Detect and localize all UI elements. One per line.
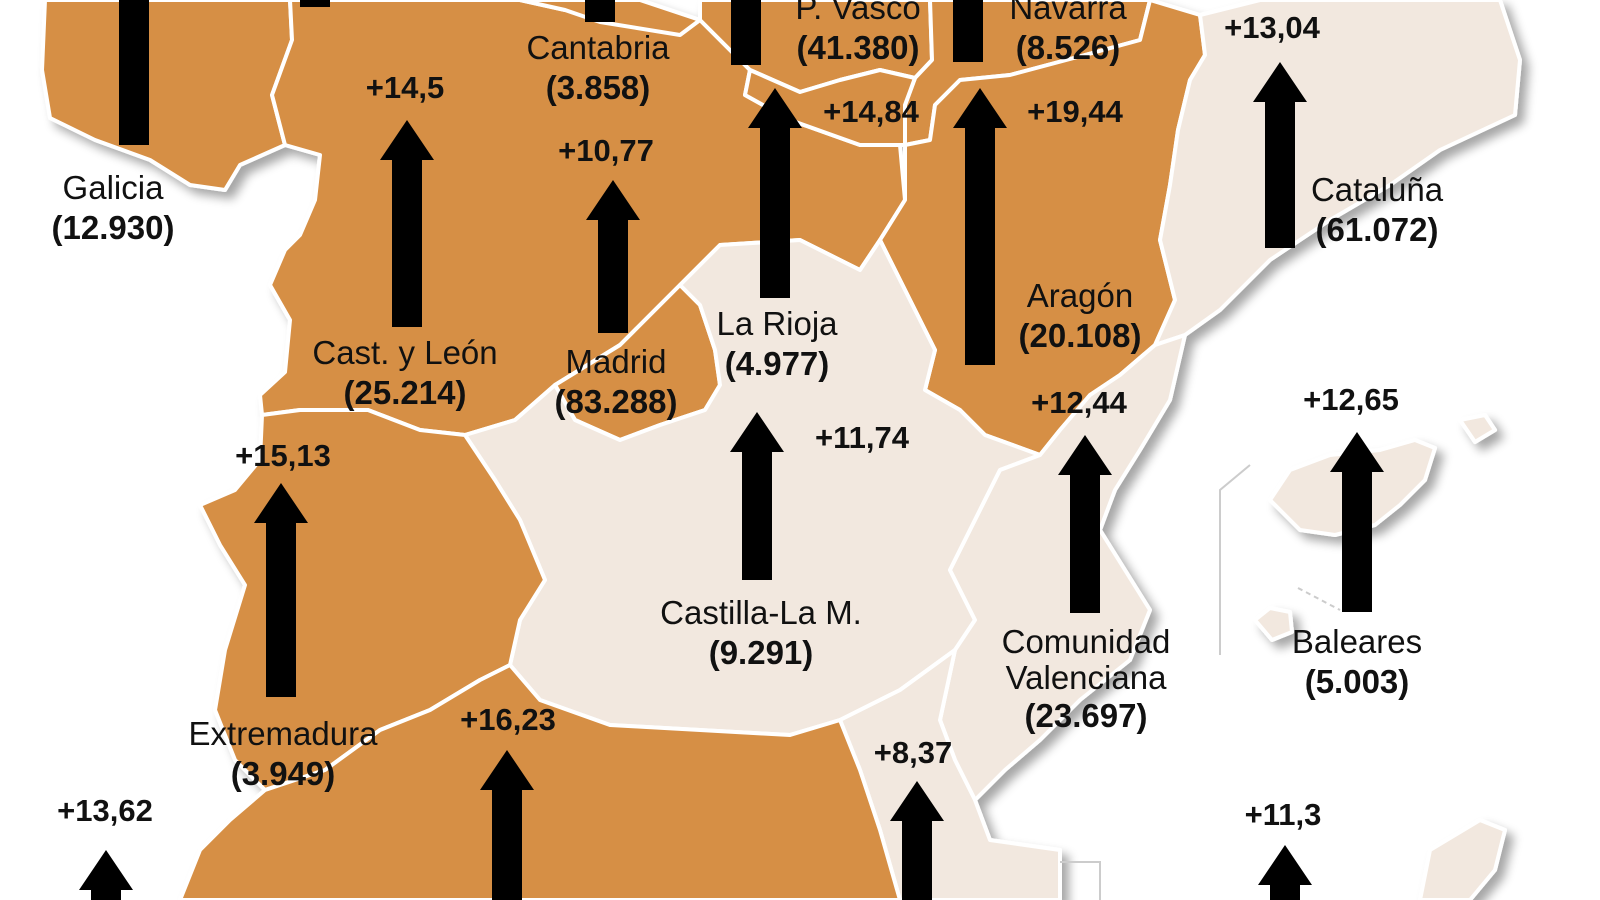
- region-value: (20.108): [1018, 317, 1142, 354]
- region-name: Galicia: [62, 169, 164, 206]
- change-extremadura: +15,13: [235, 438, 331, 473]
- region-value: (23.697): [1024, 697, 1148, 734]
- region-name: Comunidad Valenciana: [1001, 623, 1171, 696]
- arrow-madrid: [586, 180, 640, 333]
- label-pvasco: P. Vasco (41.380): [795, 0, 920, 68]
- change-madrid: +10,77: [558, 133, 654, 168]
- inset-frame: [1060, 464, 1341, 900]
- arrow-pvasco: [748, 88, 802, 298]
- arrow-extremadura: [254, 483, 308, 697]
- arrow-aragon: [1058, 435, 1112, 613]
- region-value: (5.003): [1304, 663, 1410, 700]
- label-cantabria: Cantabria (3.858): [526, 28, 669, 108]
- arrow-castyleon: [380, 120, 434, 327]
- region-value: (8.526): [1015, 29, 1121, 66]
- change-aragon: +12,44: [1031, 385, 1127, 420]
- change-navarra: +19,44: [1027, 94, 1123, 129]
- region-name: Cast. y León: [312, 334, 498, 371]
- region-name: Aragón: [1026, 277, 1134, 314]
- region-name: Castilla-La M.: [660, 594, 862, 631]
- label-madrid: Madrid (83.288): [555, 342, 678, 422]
- arrow-castyleon-top: [300, 0, 330, 7]
- region-name: Cantabria: [526, 29, 670, 66]
- arrow-andalucia: [480, 750, 534, 900]
- region-value: (83.288): [554, 383, 678, 420]
- label-navarra: Navarra (8.526): [1009, 0, 1126, 68]
- region-name: Madrid: [565, 343, 667, 380]
- label-castyleon: Cast. y León (25.214): [312, 333, 497, 413]
- change-pvasco: +14,84: [823, 94, 919, 129]
- arrow-castillalam: [890, 781, 944, 900]
- region-galicia: [40, 0, 294, 192]
- arrows: [79, 0, 1384, 900]
- region-name: Baleares: [1291, 623, 1423, 660]
- region-value: (61.072): [1315, 211, 1439, 248]
- label-aragon: Aragón (20.108): [1019, 276, 1142, 356]
- arrow-navarra-top: [953, 0, 983, 62]
- label-baleares: Baleares (5.003): [1292, 622, 1422, 702]
- change-andalucia: +16,23: [460, 702, 556, 737]
- arrow-pvasco-top: [731, 0, 761, 65]
- region-value: (41.380): [796, 29, 920, 66]
- change-baleares: +12,65: [1303, 382, 1399, 417]
- region-name: Extremadura: [188, 715, 378, 752]
- region-name: Cataluña: [1310, 171, 1444, 208]
- label-larioja: La Rioja (4.977): [716, 304, 837, 384]
- arrow-larioja: [730, 412, 784, 580]
- label-valencia: Comunidad Valenciana (23.697): [1002, 624, 1171, 736]
- arrow-galicia: [119, 0, 149, 145]
- arrow-baleares: [1330, 432, 1384, 612]
- region-value: (12.930): [51, 209, 175, 246]
- change-castyleon: +14,5: [365, 70, 445, 105]
- region-value: (25.214): [343, 374, 467, 411]
- arrow-galicia-bottom: [79, 850, 133, 900]
- label-extremadura: Extremadura (3.949): [189, 714, 378, 794]
- region-value: (3.949): [230, 755, 336, 792]
- change-larioja: +11,74: [815, 420, 909, 455]
- label-galicia: Galicia (12.930): [52, 168, 175, 248]
- arrow-valencia: [1258, 845, 1312, 900]
- arrow-navarra: [953, 88, 1007, 365]
- label-castillalam: Castilla-La M. (9.291): [660, 593, 862, 673]
- change-galicia: +13,62: [57, 793, 153, 828]
- region-value: (9.291): [708, 634, 814, 671]
- region-canarias-hint: [1418, 818, 1507, 900]
- arrow-cantabria: [585, 0, 615, 22]
- region-andalucia: [178, 663, 902, 900]
- region-value: (3.858): [545, 69, 651, 106]
- region-name: P. Vasco: [795, 0, 921, 26]
- region-valencia: [938, 333, 1187, 802]
- region-baleares: [1253, 413, 1497, 642]
- change-cataluna: +13,04: [1224, 10, 1320, 45]
- region-name: La Rioja: [716, 305, 838, 342]
- arrow-cataluna: [1253, 62, 1307, 248]
- change-castillalam: +8,37: [873, 735, 953, 770]
- region-name: Navarra: [1009, 0, 1127, 26]
- label-cataluna: Cataluña (61.072): [1311, 170, 1443, 250]
- region-cataluna: [1153, 0, 1522, 347]
- region-value: (4.977): [724, 345, 830, 382]
- change-valencia: +11,3: [1244, 797, 1322, 832]
